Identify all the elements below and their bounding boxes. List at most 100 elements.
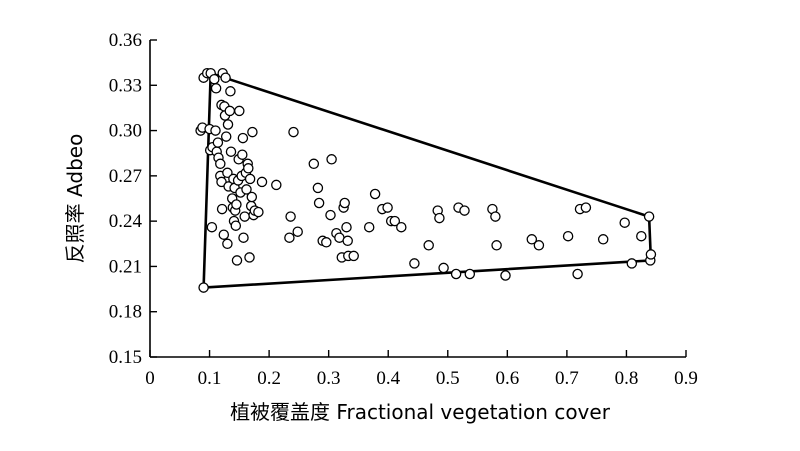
data-point [234,105,245,117]
data-point [339,197,350,209]
x-tick-label: 0.1 [198,368,222,389]
data-point [220,131,232,142]
data-point [239,211,250,222]
y-tick-label: 0.15 [109,347,142,368]
x-tick-label: 0.4 [376,368,400,389]
data-point [288,126,299,138]
data-point [237,149,248,160]
data-point [222,119,234,130]
data-point [247,126,258,138]
x-axis-title: 植被覆盖度 Fractional vegetation cover [230,400,611,424]
y-tick-label: 0.36 [109,30,142,51]
x-tick-label: 0.2 [257,368,281,389]
envelope-polygon [202,71,653,289]
data-point [237,132,249,144]
data-point [241,184,252,195]
data-point [216,203,228,215]
data-point [256,176,268,188]
data-point [244,173,256,185]
data-point [206,221,218,233]
data-point [409,258,420,269]
data-point [500,270,511,281]
data-point [459,205,470,216]
data-point [389,215,401,227]
x-tick-label: 0.7 [555,368,579,389]
y-tick-label: 0.30 [109,121,142,142]
x-axis-ticks: 0 0.1 0.2 0.3 0.4 0.5 0.6 0.7 0.8 0.9 [145,350,698,389]
data-point [292,226,303,237]
data-point [450,268,462,280]
data-point [325,209,336,221]
y-axis-ticks: 0.15 0.18 0.21 0.24 0.27 0.30 0.33 0.36 [109,30,157,368]
data-point [230,220,242,231]
data-point [342,235,353,247]
data-point [312,182,324,194]
y-tick-label: 0.33 [109,75,142,96]
x-tick-label: 0.8 [615,368,639,389]
data-point [636,230,647,242]
x-tick-label: 0 [145,368,155,389]
data-point [533,240,545,251]
data-point [271,179,282,191]
x-tick-label: 0.3 [317,368,341,389]
data-point [572,268,583,280]
data-point [244,252,255,263]
data-point [220,72,231,83]
x-tick-label: 0.9 [674,368,698,389]
data-point [225,86,236,97]
data-point [619,217,630,228]
data-point [253,206,264,218]
data-point [218,229,230,240]
data-point [222,238,233,250]
scatter-points [195,67,657,293]
y-tick-label: 0.21 [109,256,142,277]
data-point [215,158,226,170]
data-point [341,221,352,233]
data-point [643,211,655,222]
data-point [321,237,332,248]
data-point [209,73,220,85]
data-point [313,197,325,209]
plot-area: 0.15 0.18 0.21 0.24 0.27 0.30 0.33 0.36 0 0.1 0.2… [109,30,698,389]
data-point [284,232,295,243]
data-point [308,158,320,170]
data-point [210,83,222,94]
data-point [491,240,502,251]
data-point [348,250,359,262]
data-point [225,146,237,157]
data-point [231,255,243,266]
data-point [198,282,209,293]
data-point [434,212,445,224]
data-point [626,258,638,269]
data-point [243,163,254,174]
data-point [464,268,476,280]
data-point [238,232,249,243]
data-point [526,234,538,245]
x-tick-label: 0.6 [495,368,519,389]
data-point [423,240,434,251]
data-point [363,221,375,233]
data-point [326,154,337,165]
data-point [562,230,574,242]
data-point [396,221,407,233]
x-tick-label: 0.5 [436,368,460,389]
data-point [369,188,381,200]
data-point [212,137,224,148]
y-tick-label: 0.24 [109,211,143,232]
data-point [438,262,449,274]
data-point [580,202,592,213]
y-tick-label: 0.18 [109,302,142,323]
y-axis-title: 反照率 Adbeo [63,134,87,264]
data-point [597,234,609,245]
data-point [490,211,501,222]
data-point [285,211,296,222]
data-point [222,167,233,179]
data-point [246,191,258,203]
data-point [645,249,657,260]
y-tick-label: 0.27 [109,166,142,187]
data-point [224,105,236,117]
data-point [210,125,221,136]
data-point [231,199,242,210]
data-point [382,202,393,213]
